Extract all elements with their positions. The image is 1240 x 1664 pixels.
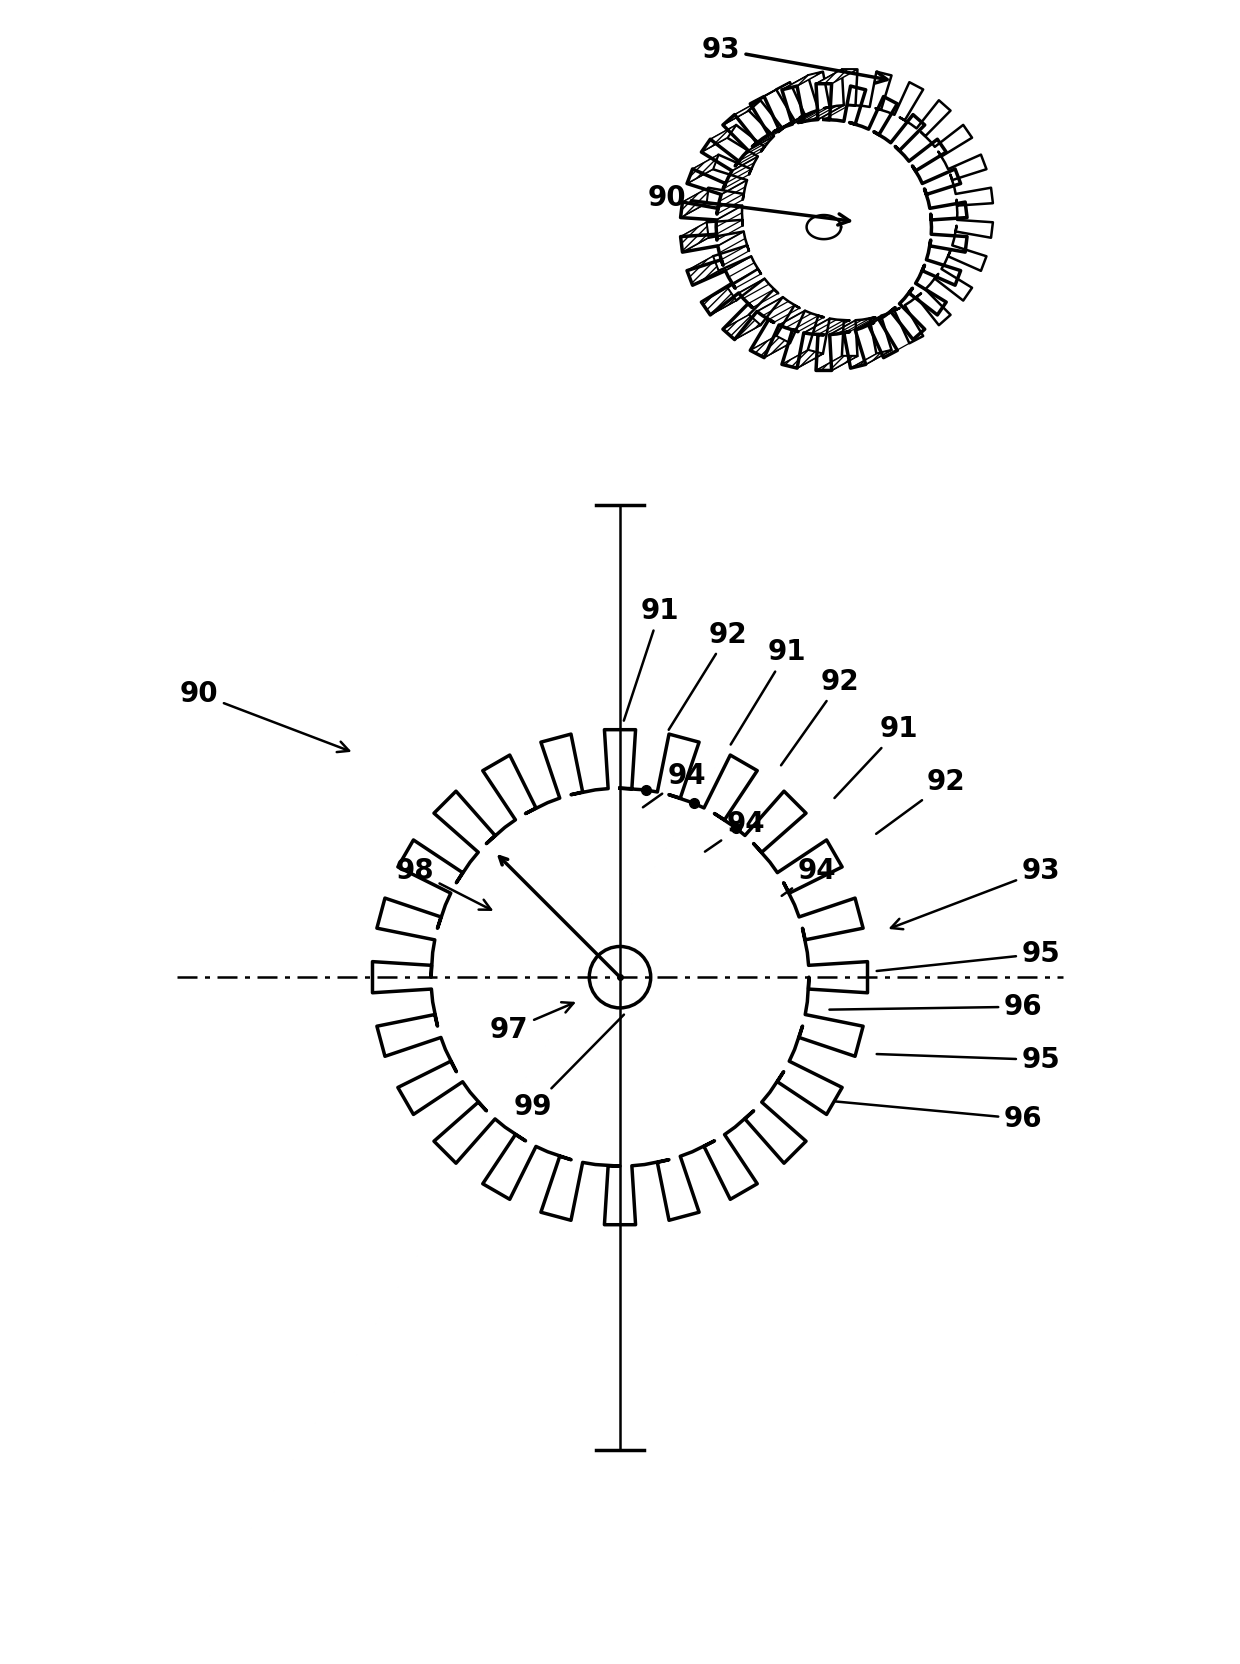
Text: 94: 94 bbox=[781, 857, 836, 895]
Text: 99: 99 bbox=[513, 1015, 624, 1122]
Polygon shape bbox=[750, 336, 790, 358]
Polygon shape bbox=[782, 349, 823, 368]
Polygon shape bbox=[702, 288, 737, 314]
Polygon shape bbox=[681, 223, 708, 253]
Text: 90: 90 bbox=[647, 183, 849, 225]
Text: 92: 92 bbox=[668, 621, 748, 730]
Text: 96: 96 bbox=[836, 1102, 1043, 1133]
Text: 91: 91 bbox=[624, 597, 680, 721]
Text: 94: 94 bbox=[706, 810, 765, 852]
Polygon shape bbox=[816, 356, 858, 371]
Text: 98: 98 bbox=[396, 857, 491, 910]
Polygon shape bbox=[723, 100, 760, 125]
Text: 96: 96 bbox=[830, 993, 1043, 1020]
Text: 97: 97 bbox=[490, 1002, 574, 1045]
Polygon shape bbox=[702, 125, 737, 151]
Polygon shape bbox=[687, 256, 718, 285]
Text: 92: 92 bbox=[781, 667, 859, 765]
Polygon shape bbox=[851, 349, 892, 368]
Polygon shape bbox=[750, 82, 790, 103]
Text: 95: 95 bbox=[877, 1047, 1060, 1073]
Text: 93: 93 bbox=[890, 857, 1060, 929]
Text: 92: 92 bbox=[877, 769, 966, 834]
Text: 95: 95 bbox=[877, 940, 1060, 972]
Polygon shape bbox=[782, 72, 823, 90]
Text: 90: 90 bbox=[180, 681, 350, 752]
Polygon shape bbox=[681, 188, 708, 218]
Polygon shape bbox=[723, 314, 760, 339]
Text: 94: 94 bbox=[642, 762, 706, 807]
Text: 93: 93 bbox=[702, 35, 887, 83]
Text: 91: 91 bbox=[835, 716, 919, 799]
Polygon shape bbox=[687, 155, 718, 183]
Polygon shape bbox=[816, 70, 858, 83]
Text: 91: 91 bbox=[730, 639, 806, 744]
